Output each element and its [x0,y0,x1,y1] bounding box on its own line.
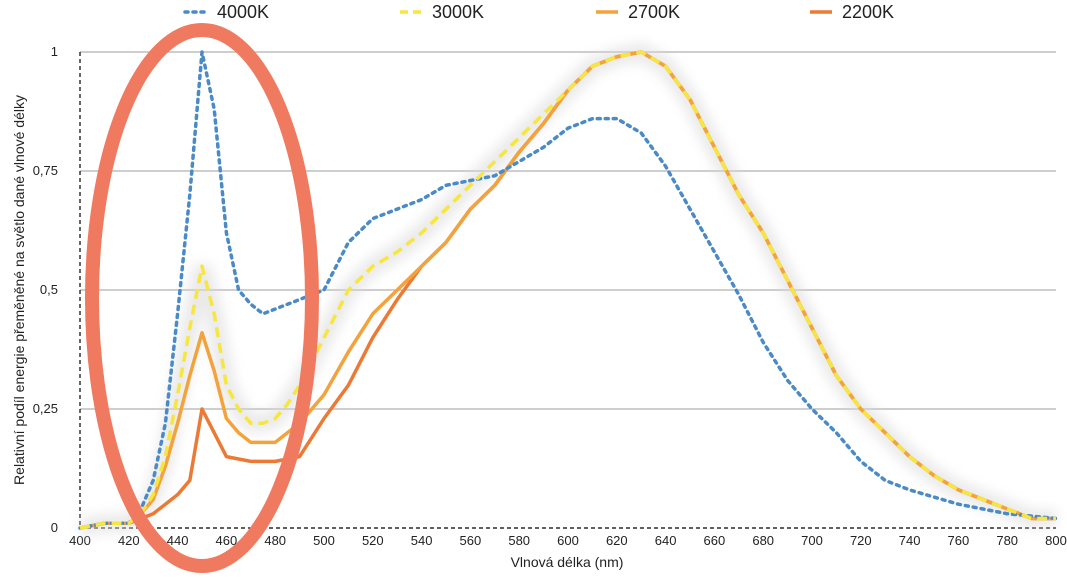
series-layer [78,50,1058,530]
x-axis-title: Vlnová délka (nm) [511,554,624,570]
y-tick-label: 0 [51,520,58,535]
x-tick-label: 560 [460,533,482,548]
legend: 4000K 3000K 2700K 2200K [183,2,894,22]
x-tick-label: 760 [948,533,970,548]
legend-label-2200K: 2200K [842,2,894,22]
x-tick-label: 660 [704,533,726,548]
series-line-3000K [79,50,1056,530]
x-tick-label: 500 [313,533,335,548]
series-line-2700K [79,50,1056,530]
x-tick-label: 800 [1045,533,1067,548]
x-tick-label: 780 [996,533,1018,548]
y-tick-label: 1 [51,44,58,59]
x-tick-label: 480 [264,533,286,548]
x-tick-label: 580 [508,533,530,548]
y-tick-label: 0,25 [33,401,58,416]
x-tick-label: 720 [850,533,872,548]
y-axis-title: Relativní podíl energie přeměněné na svě… [11,95,27,485]
y-tick-label: 0,5 [40,282,58,297]
x-tick-label: 460 [216,533,238,548]
x-tick-label: 740 [899,533,921,548]
legend-label-4000K: 4000K [217,2,269,22]
x-tick-label: 620 [606,533,628,548]
series-line-4000K [78,50,1058,530]
x-tick-label: 400 [69,533,91,548]
highlight-layer [85,23,319,573]
highlight-ellipse [85,23,319,573]
legend-label-2700K: 2700K [628,2,680,22]
x-tick-label: 520 [362,533,384,548]
axis-layer: 0 0,25 0,5 0,75 1 400 420 440 460 480 500 520 540 560… [33,44,1067,548]
x-tick-label: 420 [118,533,140,548]
x-tick-label: 700 [801,533,823,548]
x-tick-label: 680 [752,533,774,548]
x-tick-label: 600 [557,533,579,548]
x-tick-label: 440 [167,533,189,548]
x-tick-label: 540 [411,533,433,548]
legend-label-3000K: 3000K [432,2,484,22]
y-tick-label: 0,75 [33,163,58,178]
x-tick-label: 640 [655,533,677,548]
